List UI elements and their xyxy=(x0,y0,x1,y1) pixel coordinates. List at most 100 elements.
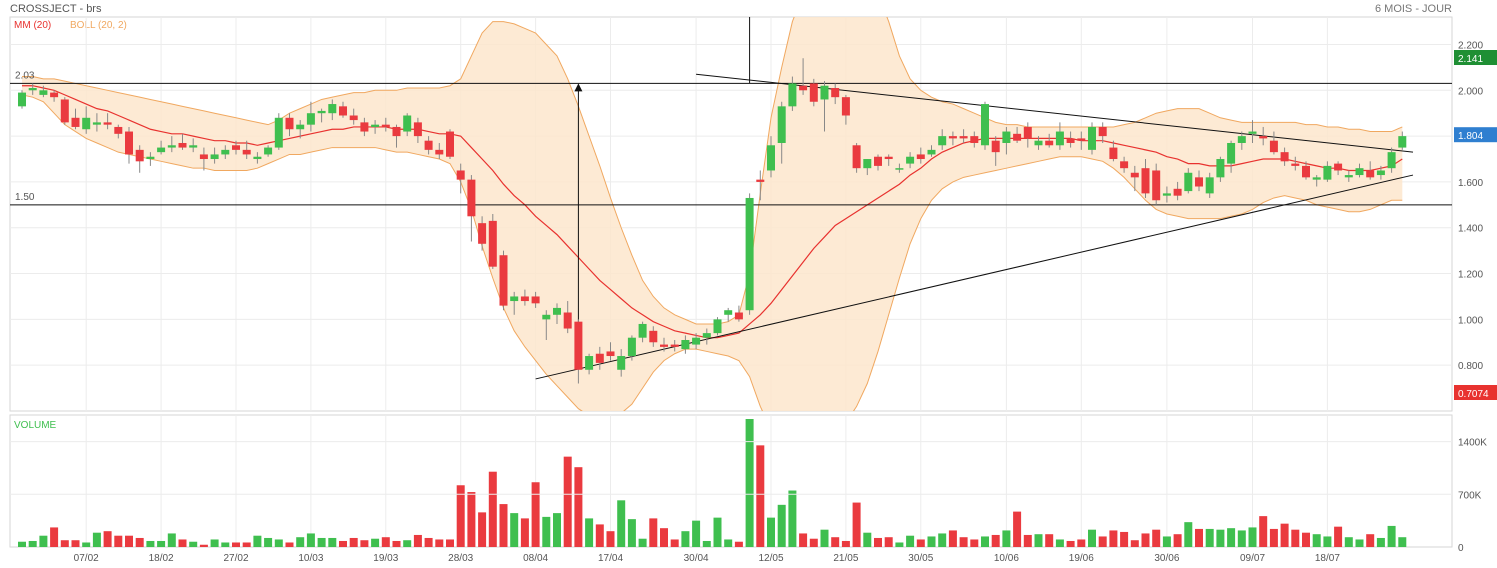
candle xyxy=(1077,138,1086,141)
volume-bar xyxy=(199,544,208,547)
volume-bar xyxy=(531,482,540,547)
volume-bar xyxy=(1002,530,1011,547)
volume-bar xyxy=(938,533,947,547)
volume-bar xyxy=(392,540,401,547)
volume-bar xyxy=(371,538,380,547)
x-tick-label: 30/04 xyxy=(684,553,709,564)
volume-bar xyxy=(1216,529,1225,547)
candle xyxy=(692,337,701,345)
candle xyxy=(660,344,668,347)
candle xyxy=(617,356,626,370)
candle xyxy=(563,312,572,329)
volume-bar xyxy=(670,539,679,547)
volume-bar xyxy=(18,541,26,547)
candle xyxy=(702,333,711,338)
x-tick-label: 12/05 xyxy=(758,553,783,564)
candle xyxy=(595,353,604,363)
candle xyxy=(1205,177,1214,194)
volume-bar xyxy=(756,445,765,547)
volume-bar xyxy=(692,520,701,547)
candle xyxy=(189,145,198,148)
volume-bar xyxy=(884,537,893,547)
volume-bar xyxy=(981,536,989,547)
candle xyxy=(938,136,947,146)
volume-label: VOLUME xyxy=(14,420,57,431)
volume-bar xyxy=(82,542,91,547)
volume-bar xyxy=(189,541,198,547)
candle xyxy=(28,88,37,91)
volume-bar xyxy=(60,540,69,547)
arrow-head xyxy=(574,83,583,92)
volume-bar xyxy=(1034,534,1043,547)
volume-bar xyxy=(809,538,818,547)
candle xyxy=(125,131,133,155)
candle xyxy=(970,136,979,143)
candle xyxy=(371,124,380,127)
volume-tick-label: 0 xyxy=(1458,543,1464,554)
bollinger-upper xyxy=(22,17,1403,325)
volume-bar xyxy=(50,527,59,547)
volume-bar xyxy=(1334,526,1343,547)
last-price-badge-bg xyxy=(1454,127,1497,143)
candle xyxy=(285,117,294,130)
candle xyxy=(927,149,936,155)
volume-bar xyxy=(232,542,240,547)
candle xyxy=(103,122,112,125)
period-selector[interactable]: 6 MOIS - JOUR xyxy=(1374,3,1452,15)
candle xyxy=(349,115,358,121)
candle xyxy=(777,106,786,143)
x-tick-label: 07/02 xyxy=(74,553,99,564)
volume-bar xyxy=(135,537,144,547)
volume-bar xyxy=(563,456,572,547)
volume-bar xyxy=(617,500,626,547)
legend-mm[interactable]: MM (20) xyxy=(14,20,52,31)
volume-bar xyxy=(1130,540,1139,547)
candle xyxy=(895,168,904,170)
candle xyxy=(253,156,262,160)
candle xyxy=(767,145,775,171)
candle xyxy=(167,145,176,148)
candle xyxy=(906,156,915,164)
candle xyxy=(1269,140,1278,153)
volume-bar xyxy=(264,537,273,547)
volume-bar xyxy=(1013,511,1022,547)
volume-bar xyxy=(1376,537,1385,547)
volume-bar xyxy=(542,516,551,547)
volume-bar xyxy=(467,492,476,547)
x-tick-label: 30/06 xyxy=(1154,553,1179,564)
candle xyxy=(157,147,166,153)
candle xyxy=(553,307,561,315)
candle xyxy=(199,154,208,160)
candle xyxy=(135,149,144,162)
candle xyxy=(874,156,882,166)
level-label: 1.50 xyxy=(15,192,35,203)
candle xyxy=(1023,126,1032,139)
candle xyxy=(456,170,465,180)
volume-bar xyxy=(1173,534,1182,547)
volume-bar xyxy=(1344,537,1353,547)
volume-bar xyxy=(799,533,808,547)
volume-bar xyxy=(274,539,283,547)
legend-boll[interactable]: BOLL (20, 2) xyxy=(70,20,127,31)
candle xyxy=(413,122,422,137)
volume-bar xyxy=(1098,536,1107,547)
volume-bar xyxy=(916,539,925,547)
volume-bar xyxy=(638,538,647,547)
volume-bar xyxy=(1077,539,1086,547)
volume-bar xyxy=(863,532,872,547)
candle xyxy=(328,104,337,114)
volume-bar xyxy=(713,517,722,547)
high-badge: 2.141 xyxy=(1458,54,1483,65)
volume-bar xyxy=(681,531,690,547)
volume-bar xyxy=(1355,539,1364,547)
candle xyxy=(638,323,647,338)
last-price-badge: 1.804 xyxy=(1458,131,1483,142)
candle xyxy=(1045,140,1054,146)
candle xyxy=(146,156,155,160)
y-tick-label: 2.200 xyxy=(1458,40,1483,51)
candle xyxy=(1055,131,1064,146)
volume-bar xyxy=(1269,528,1278,547)
candle xyxy=(799,85,808,91)
volume-bar xyxy=(1387,525,1396,547)
x-tick-label: 09/07 xyxy=(1240,553,1265,564)
